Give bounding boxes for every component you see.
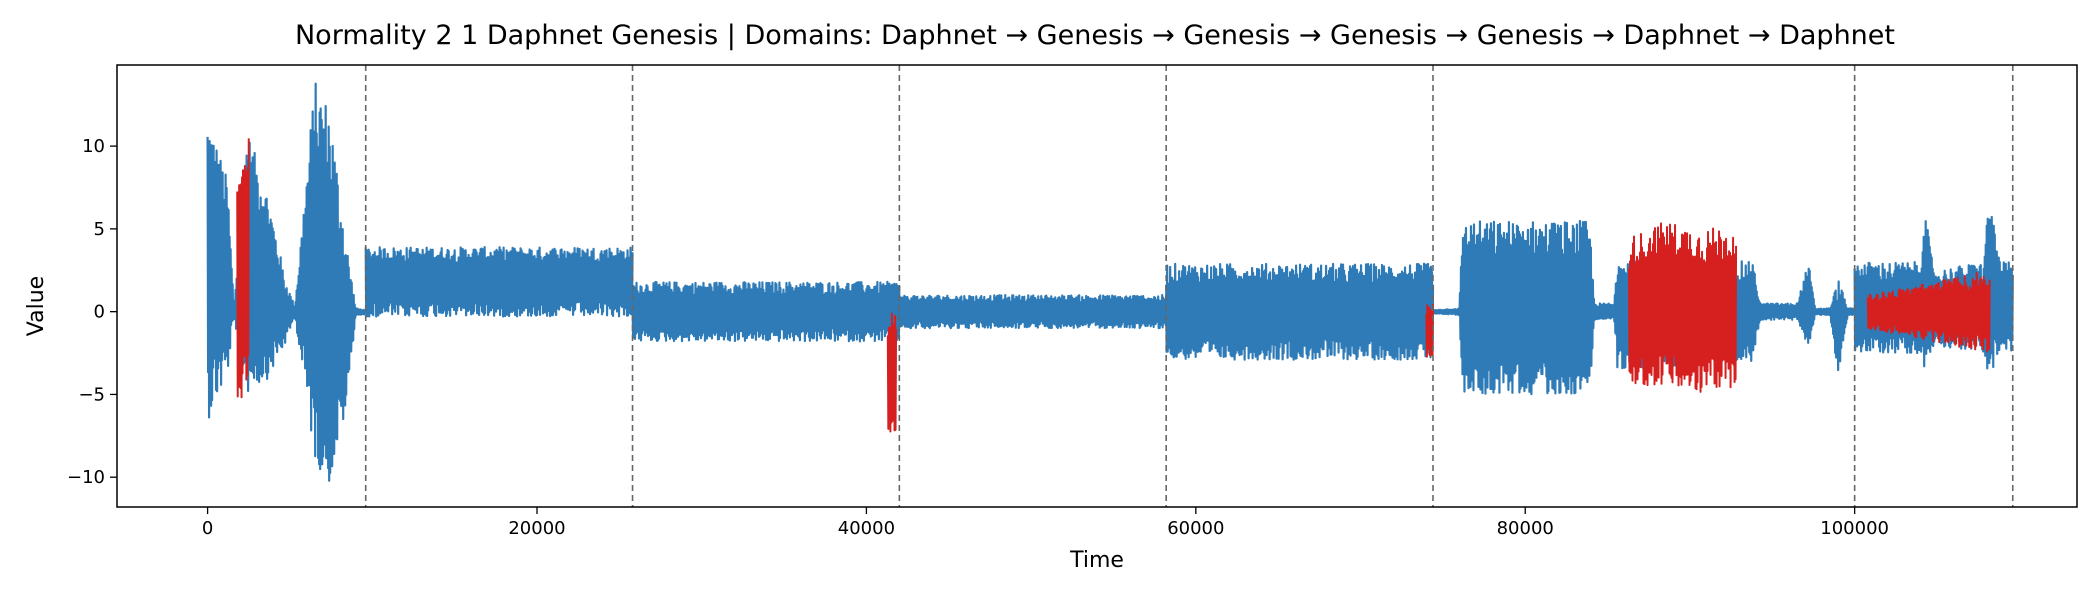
normal-series-segment-3 (898, 294, 1168, 330)
y-tick-label: −10 (67, 467, 105, 488)
y-tick-label: 5 (94, 219, 105, 240)
y-axis-label: Value (24, 276, 49, 336)
anomaly-series-segment-4 (1866, 271, 1991, 353)
anomaly-series-segment-2 (1425, 304, 1434, 358)
anomaly-series-segment-0 (236, 138, 250, 399)
x-tick-label: 80000 (1497, 518, 1554, 539)
anomaly-series-segment-1 (886, 312, 898, 433)
x-tick-label: 60000 (1167, 518, 1224, 539)
y-tick-label: −5 (78, 384, 105, 405)
y-tick-label: 0 (94, 302, 105, 323)
axes: 0 20000 40000 60000 80000 100000 10 5 0 −5 −10 (67, 136, 1889, 539)
plot-area (206, 65, 2014, 507)
normal-series-segment-0 (206, 82, 367, 482)
normal-series-segment-1 (364, 246, 634, 318)
normal-series-segment-4 (1165, 262, 1435, 361)
y-tick-label: 10 (82, 136, 105, 157)
x-tick-label: 20000 (508, 518, 565, 539)
x-axis-label: Time (1069, 548, 1124, 573)
plot-frame (116, 64, 2078, 508)
x-tick-label: 100000 (1820, 518, 1889, 539)
chart-title: Normality 2 1 Daphnet Genesis | Domains:… (295, 20, 1895, 51)
x-tick-label: 0 (202, 518, 213, 539)
x-tick-label: 40000 (838, 518, 895, 539)
normal-series-segment-2 (631, 280, 901, 343)
anomaly-series-segment-3 (1628, 222, 1738, 393)
